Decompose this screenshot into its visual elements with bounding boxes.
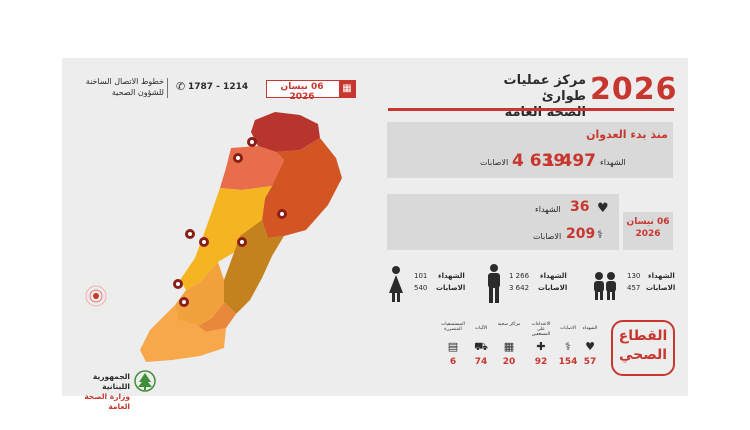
men-deaths: 1 266 bbox=[509, 272, 530, 280]
children-injuries-label: الاصابات bbox=[646, 284, 676, 292]
children-injuries: 457 bbox=[627, 284, 641, 292]
hs-value-medics: 92 bbox=[534, 357, 548, 367]
hs-label-medics: الاعتداءات على المسعفين bbox=[531, 322, 551, 337]
title-underline bbox=[388, 108, 674, 111]
woman-icon bbox=[389, 266, 403, 302]
men-injuries: 3 642 bbox=[509, 284, 530, 292]
hs-label-vehicles: الآليات bbox=[474, 326, 488, 331]
women-deaths-label: الشهداء bbox=[438, 272, 465, 280]
hs-label-hospitals: المستشفيات المتضررة bbox=[441, 322, 465, 332]
children-deaths-label: الشهداء bbox=[648, 272, 675, 280]
hs-value-centers: 20 bbox=[502, 357, 516, 367]
ministry-logo-text: الجمهورية اللبنانية وزارة الصحة العامة bbox=[68, 372, 130, 412]
today-date-line-2: 2026 bbox=[635, 229, 661, 239]
health-sector-title-line-2: الصحي bbox=[618, 347, 668, 363]
women-deaths: 101 bbox=[414, 272, 428, 280]
man-icon bbox=[488, 264, 500, 303]
medic-icon: ✚ bbox=[536, 340, 546, 353]
calendar-icon: ▦ bbox=[339, 81, 355, 97]
today-injuries-value: 209 bbox=[566, 226, 596, 242]
divider bbox=[167, 78, 168, 98]
today-injuries-label: الاصابات bbox=[533, 232, 562, 241]
heart-icon: ♥ bbox=[597, 201, 609, 216]
today-date-line-1: 06 نيسان bbox=[626, 217, 670, 227]
logo-line-1: الجمهورية اللبنانية bbox=[92, 372, 130, 391]
health-sector-title: القطاع الصحي bbox=[613, 327, 673, 365]
injured-person-icon: ⚕ bbox=[597, 228, 603, 241]
since-start-title: منذ بدء العدوان bbox=[586, 128, 668, 141]
ambulance-icon: ⛟ bbox=[474, 340, 488, 353]
since-injuries-value: 4 639 bbox=[512, 151, 566, 171]
since-deaths-label: الشهداء bbox=[600, 158, 626, 167]
hs-label-injuries: الاصابات bbox=[560, 326, 576, 331]
heart-icon: ♥ bbox=[585, 340, 595, 353]
date-text: 06 نيسان 2026 bbox=[280, 82, 324, 102]
since-start-box bbox=[387, 122, 673, 178]
hotline-label-line-2: للشؤون الصحية bbox=[111, 88, 164, 97]
today-deaths-label: الشهداء bbox=[535, 205, 561, 214]
page-title: مركز عمليات طوارئ الصحة العامة bbox=[466, 73, 586, 121]
hs-value-deaths: 57 bbox=[583, 357, 597, 367]
hs-label-deaths: الشهداء bbox=[582, 326, 598, 331]
date-badge: 06 نيسان 2026 ▦ bbox=[266, 80, 356, 102]
hotline-label: خطوط الاتصال الساخنة للشؤون الصحية bbox=[68, 76, 164, 98]
health-sector-title-line-1: القطاع bbox=[618, 328, 668, 344]
women-injuries-label: الاصابات bbox=[436, 284, 466, 292]
region-south-coast bbox=[140, 305, 226, 362]
hs-label-centers: مراكز صحية bbox=[497, 322, 521, 327]
health-sector-badge bbox=[611, 320, 675, 376]
women-injuries: 540 bbox=[414, 284, 428, 292]
region-nabatieh bbox=[198, 302, 236, 332]
lebanon-map bbox=[85, 112, 342, 362]
hospital-icon: ▤ bbox=[447, 340, 459, 353]
phone-icon: ✆ bbox=[176, 80, 186, 93]
children-icon bbox=[594, 272, 616, 300]
since-deaths-value: 1 497 bbox=[542, 151, 596, 171]
hs-value-injuries: 154 bbox=[558, 357, 578, 367]
today-box bbox=[387, 194, 619, 250]
region-akkar bbox=[251, 112, 320, 152]
today-date-card bbox=[623, 212, 673, 250]
injured-icon: ⚕ bbox=[565, 340, 571, 353]
today-deaths-value: 36 bbox=[570, 199, 590, 215]
title-line-1: مركز عمليات طوارئ bbox=[503, 73, 586, 104]
logo-line-2: وزارة الصحة العامة bbox=[84, 392, 130, 411]
today-date: 06 نيسان 2026 bbox=[625, 216, 671, 240]
hs-value-vehicles: 74 bbox=[474, 357, 488, 367]
clinic-icon: ▦ bbox=[503, 340, 515, 353]
children-deaths: 130 bbox=[627, 272, 641, 280]
hs-value-hospitals: 6 bbox=[449, 357, 457, 367]
since-injuries-label: الاصابات bbox=[480, 158, 509, 167]
men-deaths-label: الشهداء bbox=[540, 272, 567, 280]
men-injuries-label: الاصابات bbox=[538, 284, 568, 292]
hotline-number: 1787 - 1214 bbox=[188, 82, 249, 92]
hotline-label-line-1: خطوط الاتصال الساخنة bbox=[85, 77, 164, 86]
region-mount-lebanon bbox=[180, 186, 272, 290]
year-title: 2026 bbox=[590, 72, 678, 107]
cedar-logo-icon bbox=[134, 370, 156, 392]
region-south bbox=[175, 262, 224, 326]
